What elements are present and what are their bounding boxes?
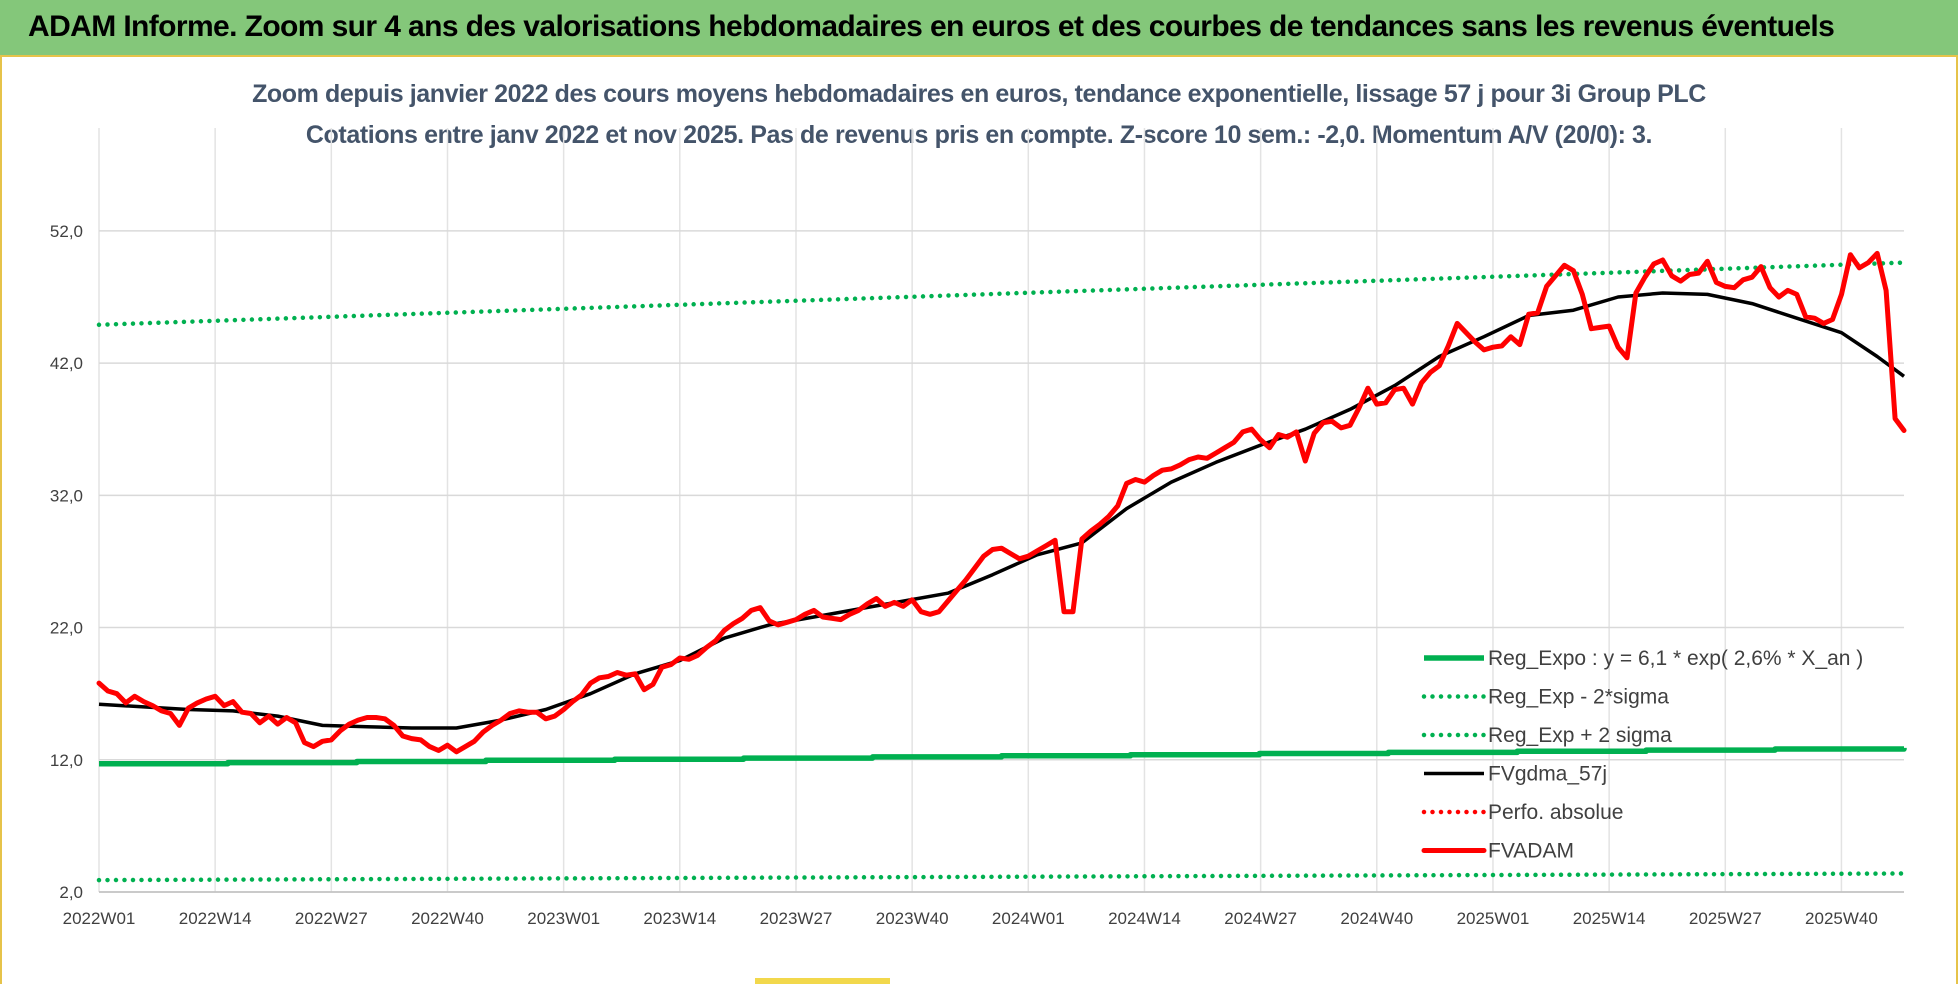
x-tick-label: 2023W01 bbox=[527, 909, 600, 928]
series-line bbox=[96, 260, 1907, 328]
x-tick-label: 2025W14 bbox=[1573, 909, 1646, 928]
legend-label: Perfo. absolue bbox=[1488, 801, 1623, 824]
y-tick-label: 42,0 bbox=[50, 354, 83, 373]
x-tick-label: 2024W40 bbox=[1340, 909, 1413, 928]
y-axis: 2,0 12,0 22,0 32,0 42,0 52,0 bbox=[50, 222, 83, 902]
x-tick-label: 2024W01 bbox=[992, 909, 1065, 928]
legend-label: FVgdma_57j bbox=[1488, 763, 1607, 786]
chart-subtitle: Cotations entre janv 2022 et nov 2025. P… bbox=[306, 121, 1652, 149]
header-banner: ADAM Informe. Zoom sur 4 ans des valoris… bbox=[0, 0, 1958, 57]
y-tick-label: 52,0 bbox=[50, 222, 83, 241]
legend: Reg_Expo : y = 6,1 * exp( 2,6% * X_an ) R… bbox=[1421, 647, 1863, 863]
x-axis: 2022W01 2022W14 2022W27 2022W40 2023W01 2023W… bbox=[63, 891, 1904, 928]
chart-title: Zoom depuis janvier 2022 des cours moyen… bbox=[252, 80, 1706, 108]
x-tick-label: 2025W01 bbox=[1457, 909, 1530, 928]
x-tick-label: 2022W14 bbox=[179, 909, 252, 928]
legend-label: Reg_Exp - 2*sigma bbox=[1488, 686, 1669, 709]
x-tick-label: 2025W40 bbox=[1805, 909, 1878, 928]
x-tick-label: 2025W27 bbox=[1689, 909, 1762, 928]
x-tick-label: 2022W27 bbox=[295, 909, 368, 928]
chart-frame bbox=[0, 57, 1958, 984]
legend-label: FVADAM bbox=[1488, 840, 1574, 863]
banner-title: ADAM Informe. Zoom sur 4 ans des valoris… bbox=[28, 10, 1835, 43]
x-tick-label: 2023W14 bbox=[643, 909, 716, 928]
series-line bbox=[99, 746, 1907, 767]
legend-label: Reg_Expo : y = 6,1 * exp( 2,6% * X_an ) bbox=[1488, 647, 1863, 670]
y-tick-label: 22,0 bbox=[50, 619, 83, 638]
gridlines bbox=[98, 128, 1904, 893]
series-lines bbox=[96, 250, 1907, 883]
y-tick-label: 12,0 bbox=[50, 751, 83, 770]
legend-label: Reg_Exp + 2 sigma bbox=[1488, 724, 1672, 747]
y-tick-label: 2,0 bbox=[59, 883, 83, 902]
x-tick-label: 2024W27 bbox=[1224, 909, 1297, 928]
x-tick-label: 2022W40 bbox=[411, 909, 484, 928]
x-tick-label: 2023W40 bbox=[876, 909, 949, 928]
series-line bbox=[96, 250, 1907, 755]
scroll-thumb[interactable] bbox=[755, 978, 890, 984]
x-tick-label: 2022W01 bbox=[63, 909, 136, 928]
x-tick-label: 2023W27 bbox=[760, 909, 833, 928]
series-line bbox=[96, 871, 1907, 883]
x-tick-label: 2024W14 bbox=[1108, 909, 1181, 928]
y-tick-label: 32,0 bbox=[50, 486, 83, 505]
series-line bbox=[98, 291, 1906, 730]
